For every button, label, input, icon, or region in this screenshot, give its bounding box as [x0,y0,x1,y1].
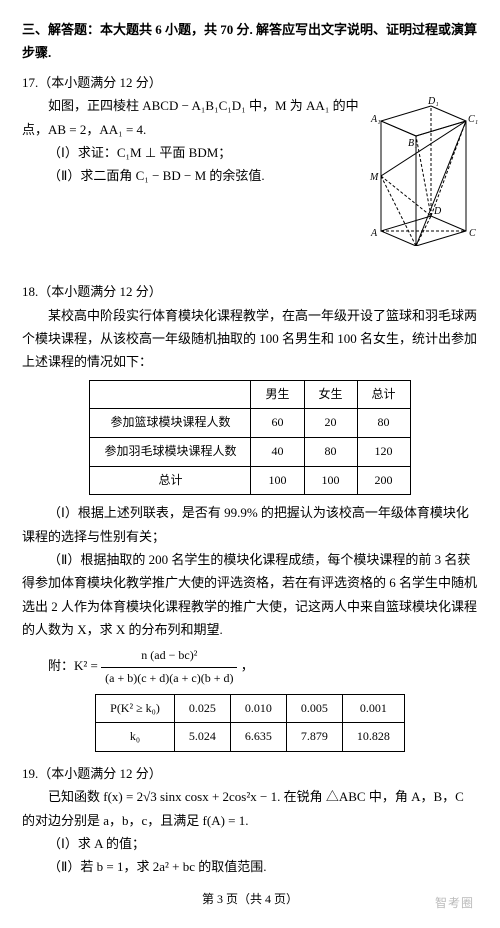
cell: 总计 [90,466,251,495]
q19-line1: 已知函数 f(x) = 2√3 sinx cosx + 2cos²x − 1. … [22,785,478,832]
cell: k₀ [96,723,175,752]
cell: P(K² ≥ k₀) [96,694,175,723]
page-footer: 第 3 页（共 4 页） 智考圈 [22,889,478,911]
cell: 200 [357,466,410,495]
label-C1: C₁ [468,114,478,125]
cell: 0.001 [342,694,404,723]
cell: 60 [251,409,304,438]
label-D1: D₁ [427,96,439,107]
formula-label: 附：K² = [48,659,98,674]
section-heading: 三、解答题：本大题共 6 小题，共 70 分. 解答应写出文字说明、证明过程或演… [22,18,478,65]
cell: 0.005 [286,694,342,723]
cell: 参加篮球模块课程人数 [90,409,251,438]
prism-figure: A₁ B₁ C₁ D₁ A B C D M [366,96,478,246]
label-D: D [433,206,442,217]
cell: 80 [357,409,410,438]
q18-line1: 某校高中阶段实行体育模块化课程教学，在高一年级开设了篮球和羽毛球两个模块课程，从… [22,304,478,374]
th: 女生 [304,380,357,409]
cell: 7.879 [286,723,342,752]
q18-head: 18.（本小题满分 12 分） [22,280,478,303]
th: 男生 [251,380,304,409]
q18-part1: （Ⅰ）根据上述列联表，是否有 99.9% 的把握认为该校高一年级体育模块化课程的… [22,501,478,548]
q18-formula: 附：K² = n (ad − bc)² (a + b)(c + d)(a + c… [48,645,478,689]
numerator: n (ad − bc)² [101,645,237,668]
table-row: 参加羽毛球模块课程人数 40 80 120 [90,437,410,466]
table-row: k₀ 5.024 6.635 7.879 10.828 [96,723,405,752]
cell: 参加羽毛球模块课程人数 [90,437,251,466]
q19-part2: （Ⅱ）若 b = 1，求 2a² + bc 的取值范围. [22,855,478,878]
label-B1: B₁ [408,138,418,149]
cell: 40 [251,437,304,466]
th: 总计 [357,380,410,409]
q18-part2: （Ⅱ）根据抽取的 200 名学生的模块化课程成绩，每个模块课程的前 3 名获得参… [22,548,478,642]
q19-part1: （Ⅰ）求 A 的值； [22,832,478,855]
q18-k-table: P(K² ≥ k₀) 0.025 0.010 0.005 0.001 k₀ 5.… [95,694,405,752]
q19-head: 19.（本小题满分 12 分） [22,762,478,785]
cell: 100 [251,466,304,495]
cell: 0.010 [230,694,286,723]
page-number: 第 3 页（共 4 页） [202,892,298,906]
denominator: (a + b)(c + d)(a + c)(b + d) [101,668,237,690]
cell: 120 [357,437,410,466]
cell: 100 [304,466,357,495]
formula-period: ， [241,659,254,674]
fraction: n (ad − bc)² (a + b)(c + d)(a + c)(b + d… [101,645,237,689]
watermark: 智考圈 [435,893,474,915]
table-row: P(K² ≥ k₀) 0.025 0.010 0.005 0.001 [96,694,405,723]
cell: 0.025 [174,694,230,723]
cell: 20 [304,409,357,438]
label-A1: A₁ [370,114,381,125]
cell: 10.828 [342,723,404,752]
table-row: 参加篮球模块课程人数 60 20 80 [90,409,410,438]
cell: 5.024 [174,723,230,752]
table-row: 总计 100 100 200 [90,466,410,495]
q17-head: 17.（本小题满分 12 分） [22,71,478,94]
label-M: M [369,172,379,183]
label-A: A [370,228,378,239]
label-C: C [469,228,476,239]
cell: 6.635 [230,723,286,752]
cell: 80 [304,437,357,466]
q18-table: 男生 女生 总计 参加篮球模块课程人数 60 20 80 参加羽毛球模块课程人数… [89,380,410,495]
th [90,380,251,409]
